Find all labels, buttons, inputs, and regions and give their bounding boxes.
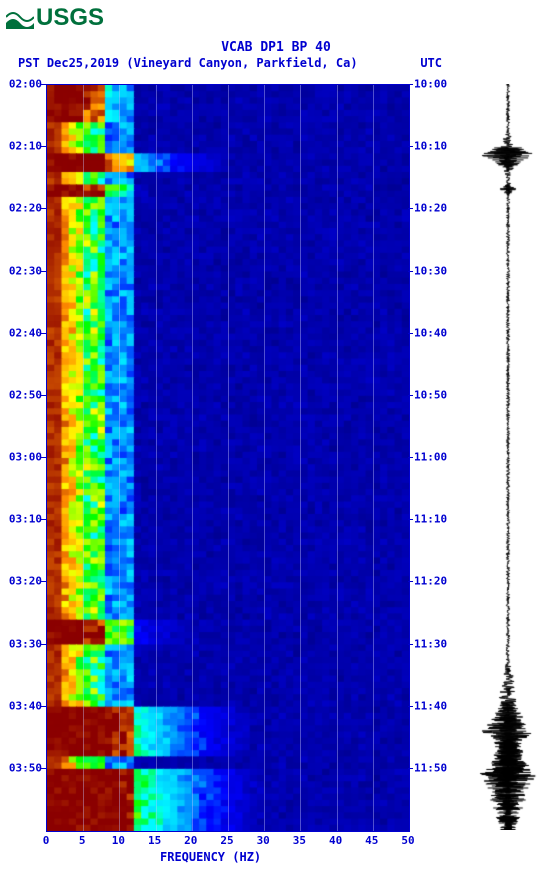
freq-tick: 40 (329, 834, 342, 847)
left-time-tick: 03:40 (2, 699, 42, 712)
freq-tick: 30 (257, 834, 270, 847)
right-time-tick: 11:30 (414, 637, 447, 650)
left-time-tick: 02:40 (2, 326, 42, 339)
right-time-tick: 10:10 (414, 140, 447, 153)
right-time-tick: 10:30 (414, 264, 447, 277)
right-time-tick: 11:10 (414, 513, 447, 526)
freq-tick: 50 (401, 834, 414, 847)
right-time-tick: 11:20 (414, 575, 447, 588)
right-time-tick: 10:50 (414, 388, 447, 401)
left-time-tick: 03:10 (2, 513, 42, 526)
right-time-tick: 10:00 (414, 78, 447, 91)
usgs-wave-icon (6, 8, 34, 28)
usgs-logo: USGS (6, 4, 104, 32)
left-time-tick: 03:00 (2, 451, 42, 464)
right-time-tick: 11:50 (414, 761, 447, 774)
right-time-tick: 10:40 (414, 326, 447, 339)
freq-tick: 20 (184, 834, 197, 847)
freq-tick: 35 (293, 834, 306, 847)
spectrogram-plot (46, 84, 410, 832)
waveform-plot (478, 84, 538, 830)
left-time-tick: 02:50 (2, 388, 42, 401)
freq-tick: 15 (148, 834, 161, 847)
x-axis-label: FREQUENCY (HZ) (160, 850, 261, 864)
chart-subtitle: PST Dec25,2019 (Vineyard Canyon, Parkfie… (18, 56, 358, 70)
right-time-tick: 11:00 (414, 451, 447, 464)
left-time-tick: 02:10 (2, 140, 42, 153)
left-time-tick: 02:00 (2, 78, 42, 91)
right-time-tick: 10:20 (414, 202, 447, 215)
freq-tick: 0 (43, 834, 50, 847)
usgs-text: USGS (36, 4, 104, 32)
freq-tick: 10 (112, 834, 125, 847)
left-time-tick: 02:20 (2, 202, 42, 215)
freq-tick: 25 (220, 834, 233, 847)
utc-label: UTC (420, 56, 442, 70)
freq-tick: 5 (79, 834, 86, 847)
left-time-tick: 03:20 (2, 575, 42, 588)
left-time-tick: 02:30 (2, 264, 42, 277)
chart-title: VCAB DP1 BP 40 (0, 40, 552, 55)
right-time-tick: 11:40 (414, 699, 447, 712)
left-time-tick: 03:50 (2, 761, 42, 774)
waveform-canvas (478, 84, 538, 830)
left-time-tick: 03:30 (2, 637, 42, 650)
freq-tick: 45 (365, 834, 378, 847)
